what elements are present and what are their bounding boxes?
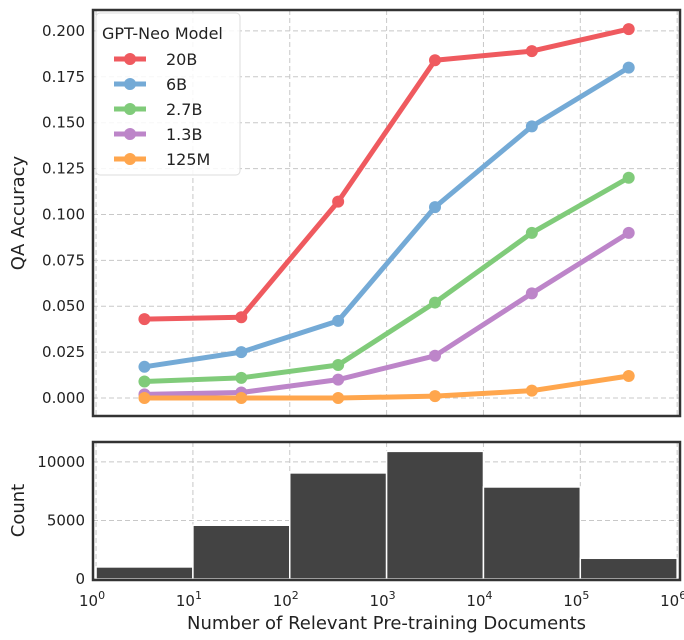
y-tick-label: 0.100 [42,205,85,223]
y-tick-label: 0.075 [42,251,85,269]
histogram-bar [289,472,388,580]
data-point-20B [525,45,538,58]
data-point-2.7B [138,375,151,388]
data-point-2.7B [622,171,635,184]
x-tick-label: 106 [660,589,684,610]
series-line-2.7B [144,175,630,384]
legend-label: 6B [166,75,187,94]
y-tick-label: 0.000 [42,389,85,407]
y-axis-label: QA Accuracy [8,155,29,270]
y-tick-label: 5000 [47,511,85,529]
series-line-125M [144,373,630,401]
legend-marker [124,128,136,140]
data-point-6B [525,120,538,133]
legend-marker [124,153,136,165]
data-point-1.3B [622,226,635,239]
histogram: 0 5000 10000 100 101 102 103 104 105 106 Count Numb… [8,440,684,634]
data-point-2.7B [428,296,441,309]
histogram-bar [95,566,194,580]
histogram-bar [385,450,485,580]
data-point-6B [332,314,345,327]
histogram-bar [482,486,582,580]
histogram-bar [192,524,291,580]
data-point-2.7B [235,371,248,384]
y-tick-label: 0.125 [42,160,85,178]
data-point-6B [622,61,635,74]
series-line-6B [144,65,630,370]
x-tick-label: 100 [79,589,105,610]
x-tick-label: 104 [466,589,492,610]
data-point-20B [235,311,248,324]
data-point-1.3B [525,287,538,300]
legend-label: 1.3B [166,125,202,144]
legend-marker [124,53,136,65]
y-tick-label: 0.200 [42,22,85,40]
legend-label: 125M [166,150,210,169]
data-point-2.7B [525,226,538,239]
x-tick-label: 101 [176,589,202,610]
data-point-20B [428,54,441,67]
legend-label: 2.7B [166,100,202,119]
data-point-125M [138,392,151,405]
data-point-20B [622,23,635,36]
data-point-6B [235,346,248,359]
line-chart: 0.000 0.025 0.050 0.075 0.100 0.125 0.150 0.175… [8,8,682,418]
x-tick-label: 105 [563,589,589,610]
y-tick-label: 0 [75,570,85,588]
y-tick-label: 0.175 [42,68,85,86]
plot-frame [91,440,682,582]
data-point-125M [235,392,248,405]
x-axis-label: Number of Relevant Pre-training Document… [187,613,586,634]
histogram-bar [579,557,678,580]
x-tick-label: 103 [370,589,396,610]
y-tick-label: 0.150 [42,114,85,132]
y-axis-label: Count [8,484,29,537]
legend-label: 20B [166,50,197,69]
legend-marker [124,78,136,90]
data-point-125M [428,390,441,403]
data-point-1.3B [428,349,441,362]
series-line-1.3B [144,230,631,397]
data-point-20B [138,313,151,326]
data-point-6B [138,360,151,373]
data-point-1.3B [332,373,345,386]
data-point-2.7B [332,358,345,371]
y-tick-label: 10000 [37,453,85,471]
y-tick-label: 0.025 [42,343,85,361]
data-point-125M [525,384,538,397]
x-tick-label: 102 [273,589,299,610]
data-point-125M [332,392,345,405]
data-point-20B [332,195,345,208]
data-point-6B [428,201,441,214]
y-tick-label: 0.050 [42,297,85,315]
plot-frame [91,8,682,418]
legend-title: GPT-Neo Model [102,24,223,43]
series-line-20B [144,26,630,322]
legend: GPT-Neo Model 20B 6B 2.7B 1.3B 125M [95,12,241,176]
legend-marker [124,103,136,115]
data-point-125M [622,369,635,382]
